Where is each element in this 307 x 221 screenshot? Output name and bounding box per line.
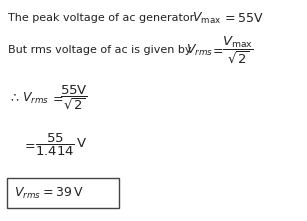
Text: $V_{\mathit{rms}}$: $V_{\mathit{rms}}$ (186, 42, 213, 57)
Text: $=$: $=$ (50, 91, 64, 105)
Text: $=$: $=$ (210, 44, 224, 57)
Text: $= 39\,\mathrm{V}$: $= 39\,\mathrm{V}$ (40, 187, 84, 200)
Text: But rms voltage of ac is given by: But rms voltage of ac is given by (8, 45, 192, 55)
Text: $= 55\mathrm{V}$: $= 55\mathrm{V}$ (222, 11, 264, 25)
Text: $=$: $=$ (22, 139, 36, 152)
Text: The peak voltage of ac generator: The peak voltage of ac generator (8, 13, 194, 23)
Text: $\therefore$: $\therefore$ (8, 91, 20, 105)
Text: $\dfrac{V_{\mathrm{max}}}{\sqrt{2}}$: $\dfrac{V_{\mathrm{max}}}{\sqrt{2}}$ (222, 35, 254, 65)
Text: $\dfrac{55\mathrm{V}}{\sqrt{2}}$: $\dfrac{55\mathrm{V}}{\sqrt{2}}$ (60, 84, 88, 112)
Text: $V_{\mathit{rms}}$: $V_{\mathit{rms}}$ (22, 90, 49, 106)
Text: $V_{\mathrm{max}}$: $V_{\mathrm{max}}$ (192, 10, 221, 26)
FancyBboxPatch shape (7, 178, 119, 208)
Text: $V_{\mathit{rms}}$: $V_{\mathit{rms}}$ (14, 185, 41, 200)
Text: $\dfrac{55}{1.414}\,\mathrm{V}$: $\dfrac{55}{1.414}\,\mathrm{V}$ (35, 132, 88, 158)
